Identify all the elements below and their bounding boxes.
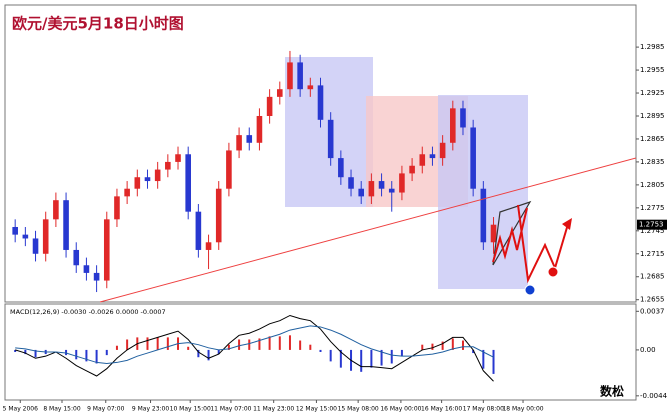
x-tick-label: 11 May 23:00 [253,406,294,413]
candle-body [144,177,151,182]
candle-body [419,154,426,166]
y-tick-label: 0.0037 [640,307,665,315]
candle-body [256,115,263,143]
x-tick-label: 5 May 2006 [3,406,38,413]
candle-body [236,135,242,151]
arrow-head [562,218,572,230]
candle-body [73,249,80,266]
candle-body [450,108,456,143]
macd-line [15,325,494,364]
candle-body [307,85,314,90]
candle-body [327,119,334,159]
candle-body [358,188,365,197]
candle-body [205,242,212,250]
candle-body [93,272,100,281]
candle-body [378,181,385,189]
candle-body [317,85,324,120]
candle-body [32,238,39,254]
candle-body [114,196,120,220]
last-price-box [637,219,667,230]
candle-body [460,108,466,128]
x-tick-label: 11 May 07:00 [210,406,251,413]
macd-label: MACD(12,26,9) -0.0030 -0.0026 0.0000 -0.… [10,308,166,316]
candle-body [409,165,415,174]
candle-body [480,188,487,243]
candle-body [134,177,141,189]
x-tick-label: 17 May 08:00 [463,406,504,413]
candle-body [124,188,130,197]
candle-body [165,161,171,170]
candle-body [215,188,222,243]
y-tick-label: -0.0044 [640,392,668,400]
y-tick-label: 1.2835 [640,158,665,166]
candle-body [338,158,344,178]
macd-line [15,314,494,382]
candle-body [42,219,49,254]
y-tick-label: 0.00 [640,346,656,354]
marks [12,50,497,382]
candle-body [399,173,405,193]
candle-body [470,127,476,189]
candle-body [368,181,375,197]
candle-body [83,265,90,273]
candle-body [63,200,69,250]
candle-body [195,211,202,250]
x-tick-label: 12 May 15:00 [296,406,337,413]
x-tick-label: 15 May 08:00 [338,406,379,413]
y-tick-label: 1.2685 [640,273,665,281]
candle-body [297,62,303,90]
y-tick-label: 1.2955 [640,66,665,74]
y-tick-label: 1.2895 [640,112,665,120]
low-dot [524,284,536,296]
candle-body [348,177,354,189]
y-tick-label: 1.2655 [640,296,665,304]
y-tick-label: 1.2775 [640,204,665,212]
trend-line [99,157,637,303]
candle-body [22,234,29,239]
y-tick-label: 1.2865 [640,135,665,143]
candle-body [175,154,181,162]
candle-body [103,219,110,281]
candle-body [154,169,161,182]
candle-body [490,224,497,243]
last-price-label: 1.2753 [639,221,664,229]
y-tick-label: 1.2985 [640,43,665,51]
x-tick-label: 9 May 07:00 [87,406,125,413]
candle-body [429,154,436,159]
forecast-path [492,207,528,263]
chart-title: 欧元/美元5月18日小时图 [12,15,184,33]
y-tick-label: 1.2715 [640,250,665,258]
x-tick-label: 9 May 23:00 [132,406,170,413]
candle-body [266,96,273,116]
x-tick-label: 8 May 15:00 [43,406,81,413]
y-tick-label: 1.2745 [640,227,665,235]
candle-body [226,150,232,189]
candle-body [185,154,191,212]
watermark: 数松 [600,384,624,399]
x-tick-label: 16 May 00:00 [380,406,421,413]
y-tick-label: 1.2805 [640,181,665,189]
candle-body [287,62,293,90]
forecast-path [517,204,569,284]
candle-body [388,188,395,193]
candle-body [246,135,253,143]
x-tick-label: 18 May 00:00 [502,406,543,413]
candle-body [439,142,446,159]
candle-body [276,89,283,97]
y-tick-label: 1.2925 [640,89,665,97]
candle-body [12,226,18,235]
x-tick-label: 16 May 16:00 [421,406,462,413]
candle-body [53,200,59,220]
x-tick-label: 10 May 15:00 [170,406,211,413]
high-dot [547,266,559,278]
